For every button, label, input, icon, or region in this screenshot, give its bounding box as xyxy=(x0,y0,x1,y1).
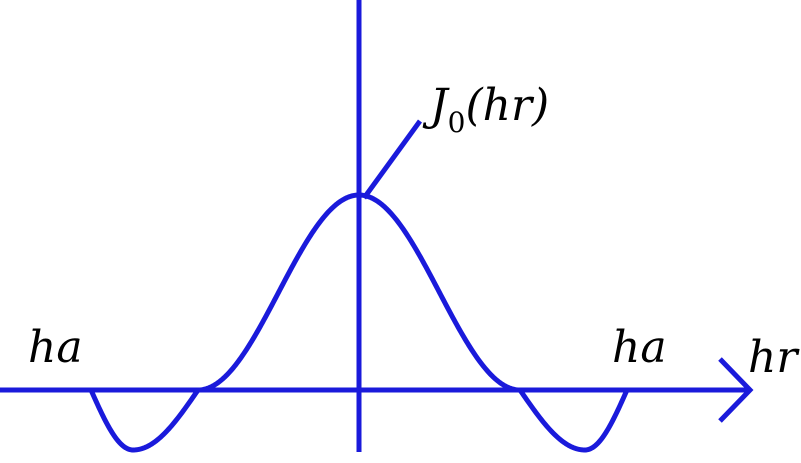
right-boundary-label: ha xyxy=(612,322,667,373)
horizontal-axis-label: hr xyxy=(748,332,800,383)
bessel-curve xyxy=(88,192,630,453)
function-name: J xyxy=(422,80,450,131)
left-boundary-label: ha xyxy=(28,322,83,373)
function-argument: (hr) xyxy=(465,80,549,131)
function-label: J0(hr) xyxy=(422,80,549,139)
horizontal-axis-arrowhead xyxy=(718,357,754,423)
function-label-leader-line xyxy=(361,119,423,200)
function-subscript: 0 xyxy=(448,106,466,139)
